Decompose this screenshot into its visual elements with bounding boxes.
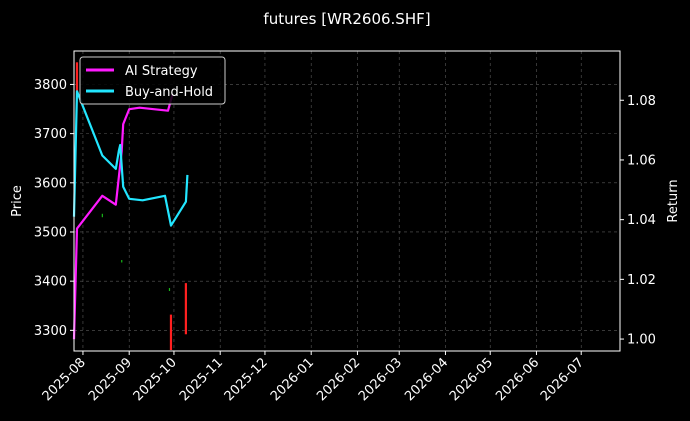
plot-frame [73,50,621,352]
y-tick-label: 3800 [34,78,67,93]
y2-axis-label: Return [666,179,681,222]
y2-tick-label: 1.02 [627,273,656,288]
y2-tick-label: 1.06 [627,153,656,168]
y-tick-label: 3400 [34,275,67,290]
y-tick-label: 3600 [34,176,67,191]
legend: AI Strategy Buy-and-Hold [79,56,226,105]
price-candles [75,62,187,351]
legend-label-ai-strategy: AI Strategy [125,64,198,79]
ai-strategy-line [72,94,174,340]
chart-title: futures [WR2606.SHF] [263,10,430,28]
y-tick-label: 3500 [34,225,67,240]
return-series [72,90,189,340]
y-tick-label: 3300 [34,324,67,339]
y2-tick-label: 1.08 [627,94,656,109]
y-tick-label: 3700 [34,127,67,142]
y2-tick-label: 1.04 [627,213,656,228]
buy-and-hold-line [72,90,189,227]
legend-box [79,56,226,105]
legend-label-buy-and-hold: Buy-and-Hold [125,85,213,100]
y2-tick-label: 1.00 [627,333,656,348]
y-axis-label: Price [10,185,25,217]
